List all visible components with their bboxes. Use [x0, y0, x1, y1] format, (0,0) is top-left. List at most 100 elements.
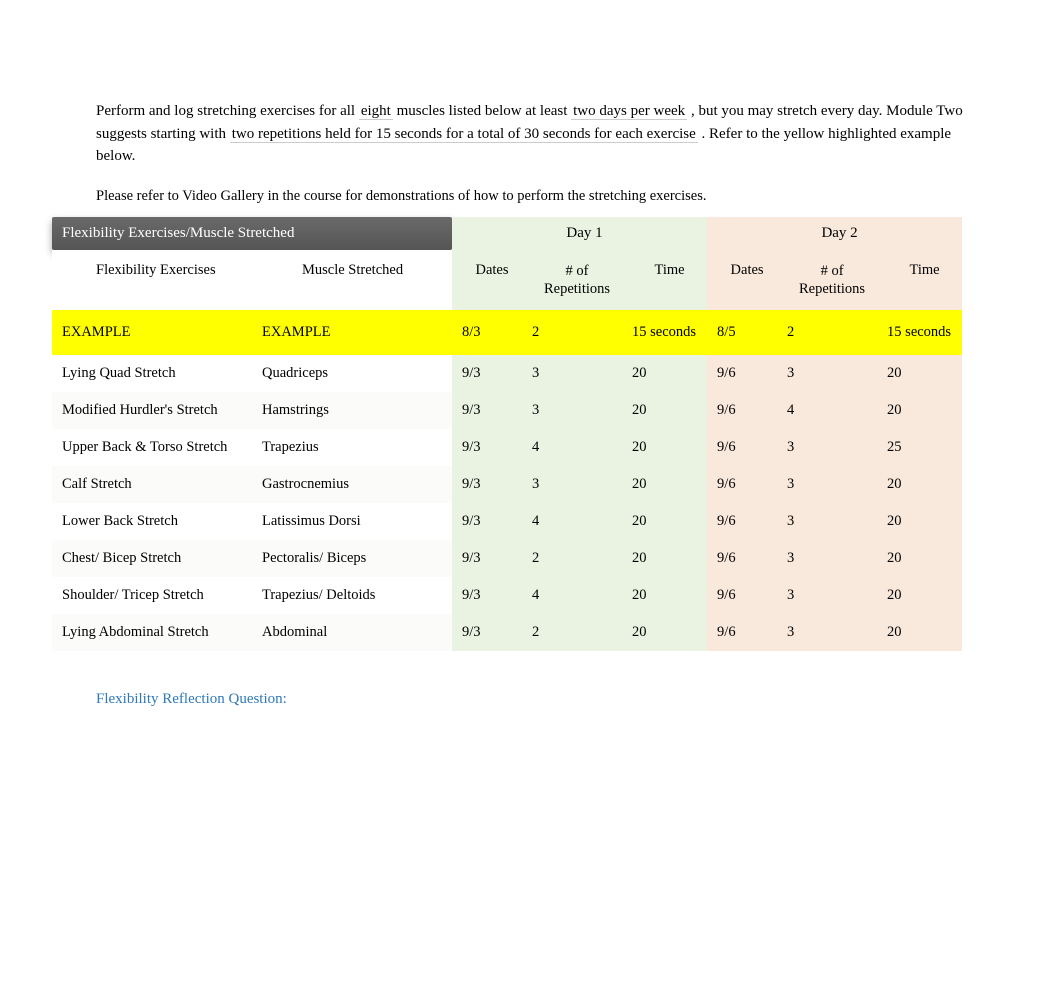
- subheader-day1-reps: # of Repetitions: [522, 250, 622, 310]
- subheader-day1-time: Time: [622, 250, 707, 310]
- cell-muscle: Hamstrings: [252, 392, 452, 429]
- cell-d2-date: 9/6: [707, 355, 777, 392]
- example-d1-time: 15 seconds: [622, 310, 707, 355]
- cell-exercise: Modified Hurdler's Stretch: [52, 392, 252, 429]
- intro-hl-eight: eight: [359, 103, 393, 120]
- cell-d1-date: 9/3: [452, 614, 522, 651]
- cell-d1-date: 9/3: [452, 466, 522, 503]
- example-d1-reps: 2: [522, 310, 622, 355]
- subheader-day2-reps: # of Repetitions: [777, 250, 877, 310]
- cell-d2-date: 9/6: [707, 429, 777, 466]
- cell-d1-time: 20: [622, 392, 707, 429]
- cell-exercise: Lying Quad Stretch: [52, 355, 252, 392]
- table-subheader-row: Flexibility Exercises Muscle Stretched D…: [52, 250, 962, 310]
- cell-d2-reps: 3: [777, 503, 877, 540]
- cell-muscle: Trapezius/ Deltoids: [252, 577, 452, 614]
- cell-muscle: Abdominal: [252, 614, 452, 651]
- cell-exercise: Calf Stretch: [52, 466, 252, 503]
- cell-d1-time: 20: [622, 540, 707, 577]
- example-exercise: EXAMPLE: [52, 310, 252, 355]
- cell-d1-reps: 4: [522, 503, 622, 540]
- cell-d1-date: 9/3: [452, 577, 522, 614]
- cell-muscle: Latissimus Dorsi: [252, 503, 452, 540]
- header-day2: Day 2: [707, 217, 962, 250]
- cell-d1-date: 9/3: [452, 355, 522, 392]
- cell-d1-time: 20: [622, 577, 707, 614]
- cell-exercise: Lying Abdominal Stretch: [52, 614, 252, 651]
- table-row: Lower Back StretchLatissimus Dorsi9/3420…: [52, 503, 962, 540]
- cell-exercise: Chest/ Bicep Stretch: [52, 540, 252, 577]
- subheader-day1-dates: Dates: [452, 250, 522, 310]
- cell-d2-time: 20: [877, 466, 962, 503]
- cell-d2-date: 9/6: [707, 466, 777, 503]
- cell-d1-time: 20: [622, 429, 707, 466]
- example-muscle: EXAMPLE: [252, 310, 452, 355]
- cell-d1-reps: 2: [522, 540, 622, 577]
- header-day1: Day 1: [452, 217, 707, 250]
- intro-paragraph: Perform and log stretching exercises for…: [96, 100, 966, 168]
- video-gallery-note: Please refer to Video Gallery in the cou…: [96, 188, 966, 205]
- cell-d2-date: 9/6: [707, 577, 777, 614]
- cell-d1-date: 9/3: [452, 503, 522, 540]
- cell-d2-reps: 3: [777, 614, 877, 651]
- example-d1-date: 8/3: [452, 310, 522, 355]
- table-row: Lying Abdominal StretchAbdominal9/32209/…: [52, 614, 962, 651]
- cell-d1-date: 9/3: [452, 429, 522, 466]
- cell-d2-date: 9/6: [707, 503, 777, 540]
- cell-d2-time: 20: [877, 355, 962, 392]
- example-d2-reps: 2: [777, 310, 877, 355]
- cell-d2-reps: 3: [777, 540, 877, 577]
- cell-exercise: Lower Back Stretch: [52, 503, 252, 540]
- cell-d2-date: 9/6: [707, 540, 777, 577]
- cell-d2-reps: 3: [777, 577, 877, 614]
- cell-muscle: Quadriceps: [252, 355, 452, 392]
- example-d2-time: 15 seconds: [877, 310, 962, 355]
- subheader-exercises: Flexibility Exercises: [52, 250, 252, 310]
- header-exercises-group: Flexibility Exercises/Muscle Stretched: [52, 217, 452, 250]
- cell-d1-date: 9/3: [452, 392, 522, 429]
- intro-mid1: muscles listed below at least: [397, 103, 572, 119]
- cell-d2-time: 20: [877, 392, 962, 429]
- cell-d1-date: 9/3: [452, 540, 522, 577]
- table-row: Chest/ Bicep StretchPectoralis/ Biceps9/…: [52, 540, 962, 577]
- intro-pre1: Perform and log stretching exercises for…: [96, 103, 359, 119]
- cell-d1-reps: 4: [522, 429, 622, 466]
- cell-d2-time: 20: [877, 503, 962, 540]
- cell-d1-reps: 3: [522, 466, 622, 503]
- table-row: Modified Hurdler's StretchHamstrings9/33…: [52, 392, 962, 429]
- table-row: Upper Back & Torso StretchTrapezius9/342…: [52, 429, 962, 466]
- cell-muscle: Pectoralis/ Biceps: [252, 540, 452, 577]
- intro-hl-two-reps: two repetitions held for 15 seconds for …: [230, 126, 698, 143]
- subheader-day2-time: Time: [877, 250, 962, 310]
- cell-d2-date: 9/6: [707, 614, 777, 651]
- subheader-muscle: Muscle Stretched: [252, 250, 452, 310]
- cell-d2-reps: 4: [777, 392, 877, 429]
- flexibility-table: Flexibility Exercises/Muscle Stretched D…: [52, 217, 962, 651]
- cell-exercise: Upper Back & Torso Stretch: [52, 429, 252, 466]
- cell-exercise: Shoulder/ Tricep Stretch: [52, 577, 252, 614]
- cell-d1-reps: 3: [522, 392, 622, 429]
- cell-d1-reps: 4: [522, 577, 622, 614]
- cell-d1-time: 20: [622, 614, 707, 651]
- cell-d2-reps: 3: [777, 466, 877, 503]
- table-row: Calf StretchGastrocnemius9/33209/6320: [52, 466, 962, 503]
- reflection-heading: Flexibility Reflection Question:: [96, 691, 966, 708]
- cell-d1-reps: 2: [522, 614, 622, 651]
- cell-d2-date: 9/6: [707, 392, 777, 429]
- example-row: EXAMPLE EXAMPLE 8/3 2 15 seconds 8/5 2 1…: [52, 310, 962, 355]
- cell-d1-reps: 3: [522, 355, 622, 392]
- cell-d2-reps: 3: [777, 355, 877, 392]
- cell-d1-time: 20: [622, 355, 707, 392]
- table-row: Shoulder/ Tricep StretchTrapezius/ Delto…: [52, 577, 962, 614]
- cell-d1-time: 20: [622, 466, 707, 503]
- table-header-row: Flexibility Exercises/Muscle Stretched D…: [52, 217, 962, 250]
- example-d2-date: 8/5: [707, 310, 777, 355]
- cell-muscle: Trapezius: [252, 429, 452, 466]
- intro-hl-two-days: two days per week: [571, 103, 687, 120]
- cell-muscle: Gastrocnemius: [252, 466, 452, 503]
- subheader-day2-dates: Dates: [707, 250, 777, 310]
- cell-d1-time: 20: [622, 503, 707, 540]
- cell-d2-reps: 3: [777, 429, 877, 466]
- cell-d2-time: 20: [877, 614, 962, 651]
- table-row: Lying Quad StretchQuadriceps9/33209/6320: [52, 355, 962, 392]
